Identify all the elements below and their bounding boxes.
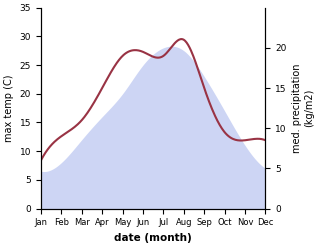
X-axis label: date (month): date (month) xyxy=(114,233,192,243)
Y-axis label: med. precipitation
(kg/m2): med. precipitation (kg/m2) xyxy=(292,63,314,153)
Y-axis label: max temp (C): max temp (C) xyxy=(4,74,14,142)
